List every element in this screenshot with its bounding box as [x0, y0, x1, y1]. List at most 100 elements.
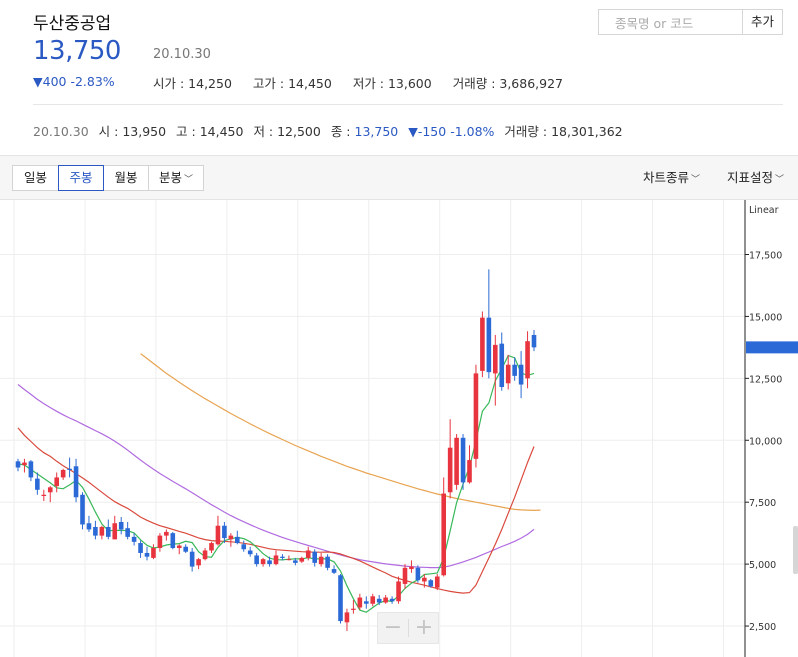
stat-0: 시가 : 14,250: [153, 76, 232, 91]
candle: [235, 530, 240, 545]
candle: [351, 600, 356, 614]
candle: [138, 540, 143, 558]
chart-type-menu[interactable]: 차트종류 ﹀: [643, 165, 700, 193]
candle-body: [312, 551, 317, 563]
candle: [280, 554, 285, 561]
chart-toolbar: 일봉 주봉 월봉 분봉 ﹀ 차트종류 ﹀ 지표설정 ﹀: [0, 155, 798, 200]
y-tick-label: 12,500: [749, 374, 782, 385]
candle-body: [228, 535, 234, 540]
candle-body: [93, 526, 98, 536]
candle-body: [280, 556, 285, 558]
candle-body: [428, 580, 434, 587]
candle-body: [41, 494, 47, 496]
candle-body: [28, 461, 34, 478]
candle-body: [364, 601, 369, 604]
tab-minute[interactable]: 분봉 ﹀: [148, 165, 204, 191]
candle: [125, 522, 130, 540]
candle: [112, 515, 118, 540]
candle-body: [176, 545, 182, 549]
candle-body: [383, 597, 388, 603]
chart-grid: [0, 200, 745, 657]
candle: [447, 419, 453, 499]
candle: [41, 489, 47, 501]
candle-body: [325, 556, 330, 568]
candle: [344, 608, 350, 631]
candles: [15, 269, 537, 631]
candle-body: [106, 526, 111, 537]
ma20-line: [17, 427, 535, 594]
tab-monthly[interactable]: 월봉: [103, 165, 149, 191]
candle: [402, 564, 408, 589]
summary-date: 20.10.30: [33, 124, 89, 139]
zoom-out-button[interactable]: −: [383, 615, 403, 640]
candle-body: [131, 536, 137, 542]
candle-body: [67, 468, 72, 470]
ma120-line: [140, 353, 541, 512]
scrollbar-handle[interactable]: [793, 526, 798, 574]
candle-body: [376, 598, 382, 603]
stat-3: 거래량 : 3,686,927: [452, 76, 563, 91]
candle-body: [299, 557, 305, 562]
candle: [222, 522, 227, 544]
candle-body: [118, 522, 124, 530]
candle: [151, 544, 156, 560]
indicator-label: 지표설정: [727, 170, 774, 185]
summary-close-label: 종 :: [330, 124, 355, 139]
ma60-line: [17, 384, 535, 569]
candle-body: [531, 334, 537, 348]
add-button[interactable]: 추가: [742, 9, 783, 35]
candle: [299, 556, 305, 563]
candle-body: [189, 551, 195, 567]
candle-body: [441, 493, 446, 576]
candle-body: [499, 343, 505, 388]
candle: [505, 354, 511, 390]
search-input[interactable]: [613, 11, 747, 35]
candle-body: [22, 462, 27, 466]
tab-weekly[interactable]: 주봉: [58, 165, 104, 191]
candle: [144, 546, 150, 561]
candle: [415, 565, 421, 583]
candle-body: [99, 526, 105, 536]
candle-body: [209, 543, 214, 551]
candle-body: [454, 437, 459, 485]
candle: [73, 458, 79, 503]
candle: [247, 546, 253, 557]
candle: [267, 556, 272, 567]
candle: [370, 593, 376, 607]
y-tick-label: 15,000: [749, 312, 782, 323]
candle: [422, 574, 427, 588]
candle-body: [15, 461, 21, 468]
candle-body: [73, 466, 79, 498]
candle-body: [518, 364, 524, 385]
candle-body: [54, 477, 59, 487]
candle-body: [267, 560, 272, 565]
candle-body: [338, 575, 343, 622]
current-price: 13,750: [33, 36, 121, 66]
candle: [228, 533, 234, 547]
tab-daily[interactable]: 일봉: [12, 165, 59, 191]
candle: [273, 550, 279, 566]
candle: [170, 531, 176, 550]
summary-low: 저 : 12,500: [253, 124, 321, 139]
candle: [441, 477, 446, 577]
chevron-down-icon: ﹀: [775, 175, 785, 185]
candle: [35, 472, 40, 495]
indicator-menu[interactable]: 지표설정 ﹀: [727, 165, 784, 193]
candle: [338, 574, 343, 624]
zoom-in-button[interactable]: +: [414, 615, 434, 640]
candle-body: [112, 523, 118, 540]
candle: [196, 557, 201, 570]
divider: [33, 104, 783, 105]
candlestick-chart[interactable]: Linear 2,500 5,000 7,500 10,000 12,500 15,000 1…: [0, 200, 798, 657]
candle: [215, 515, 221, 546]
candle-body: [125, 528, 130, 537]
candle: [531, 330, 537, 352]
candle-body: [396, 581, 401, 602]
candle-body: [357, 597, 363, 608]
candle: [454, 434, 459, 490]
candle-body: [157, 535, 163, 549]
candle: [254, 552, 259, 567]
candle-body: [480, 317, 485, 371]
candle-body: [47, 487, 53, 493]
candle: [164, 529, 169, 541]
